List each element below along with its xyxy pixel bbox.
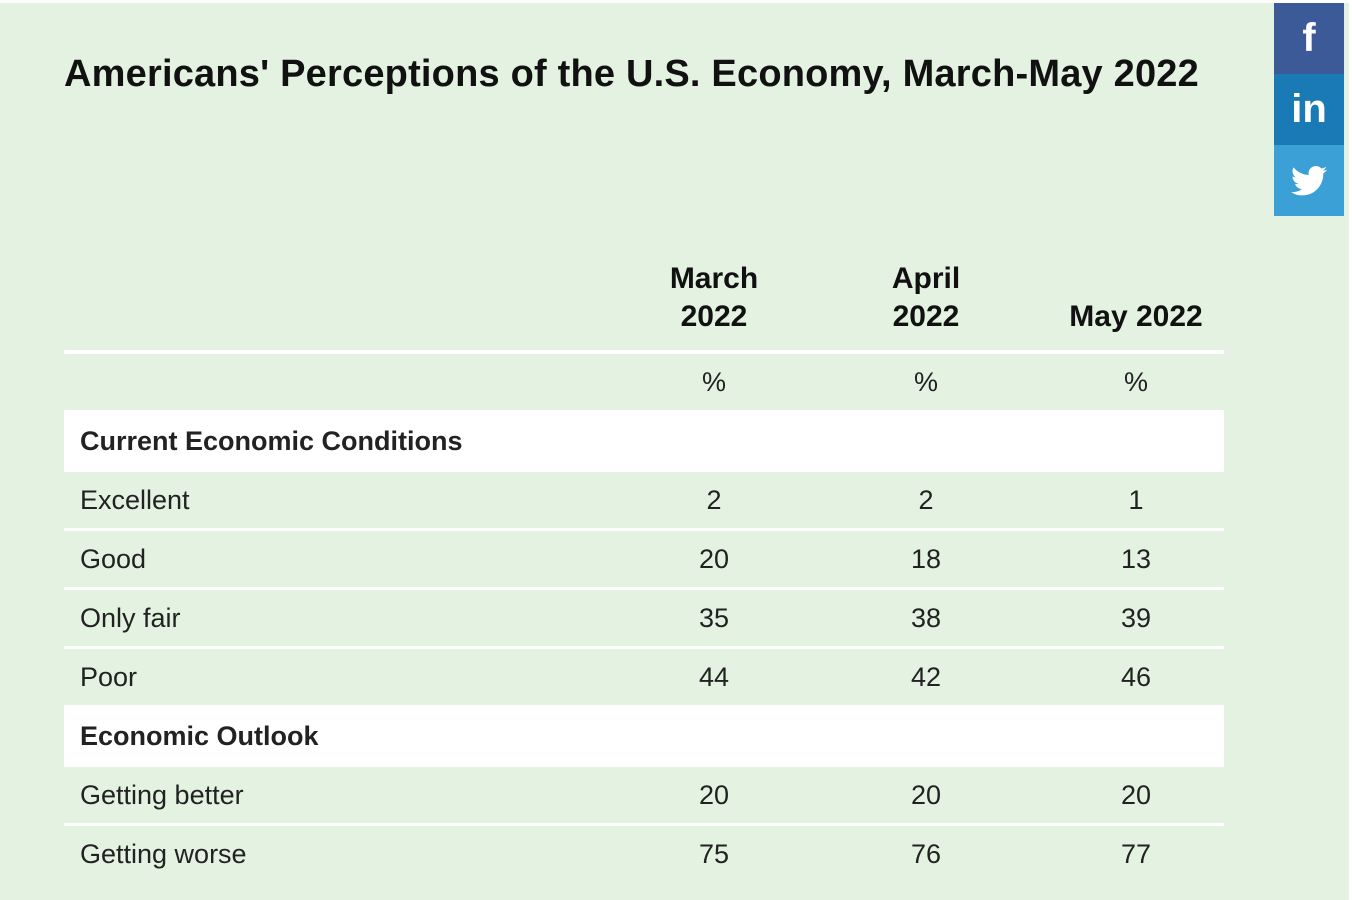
twitter-share-button[interactable] (1274, 145, 1344, 216)
table-cell: 2 (918, 484, 934, 515)
section-heading-label: Current Economic Conditions (80, 425, 463, 456)
row-label: Excellent (80, 484, 190, 515)
table-cell: 76 (910, 838, 942, 869)
table-cell: 13 (1120, 543, 1152, 574)
table-cell: 20 (1120, 779, 1152, 810)
unit-cell: % (701, 366, 726, 397)
page-title: Americans' Perceptions of the U.S. Econo… (64, 53, 1199, 95)
row-label: Poor (80, 661, 138, 692)
section-heading-label: Economic Outlook (80, 720, 319, 751)
table-row: Getting worse 75 76 77 (64, 826, 1224, 882)
row-label: Getting worse (80, 838, 247, 869)
table-cell: 46 (1120, 661, 1152, 692)
section-heading-current-conditions: Current Economic Conditions (64, 410, 1224, 472)
unit-cell: % (1123, 366, 1148, 397)
facebook-share-button[interactable]: f (1274, 3, 1344, 74)
table-cell: 20 (698, 779, 730, 810)
table-cell: 18 (910, 543, 942, 574)
twitter-bird-icon (1291, 165, 1327, 195)
table-row: Poor 44 42 46 (64, 649, 1224, 705)
table-row: Excellent 2 2 1 (64, 472, 1224, 531)
table-cell: 1 (1128, 484, 1144, 515)
table-cell: 2 (706, 484, 722, 515)
table-cell: 75 (698, 838, 730, 869)
row-label: Getting better (80, 779, 244, 810)
section-heading-economic-outlook: Economic Outlook (64, 705, 1224, 767)
table-row: Only fair 35 38 39 (64, 590, 1224, 649)
row-label: Only fair (80, 602, 181, 633)
table-cell: 20 (698, 543, 730, 574)
linkedin-share-button[interactable]: in (1274, 74, 1344, 145)
unit-row: % % % (64, 354, 1224, 410)
table-cell: 38 (910, 602, 942, 633)
table-cell: 42 (910, 661, 942, 692)
table-cell: 20 (910, 779, 942, 810)
linkedin-icon: in (1291, 87, 1327, 131)
social-share-bar: f in (1274, 3, 1344, 216)
table-cell: 35 (698, 602, 730, 633)
unit-cell: % (913, 366, 938, 397)
table-header-row: March 2022 April 2022 May 2022 (64, 250, 1224, 354)
table-cell: 77 (1120, 838, 1152, 869)
column-header-may-2022: May 2022 (1069, 300, 1203, 333)
facebook-icon: f (1302, 16, 1316, 60)
economy-perceptions-table: March 2022 April 2022 May 2022 % % % Cur… (64, 250, 1224, 882)
table-cell: 44 (698, 661, 730, 692)
table-row: Getting better 20 20 20 (64, 767, 1224, 826)
table-row: Good 20 18 13 (64, 531, 1224, 590)
column-header-april-2022: April 2022 (891, 262, 961, 333)
table-cell: 39 (1120, 602, 1152, 633)
row-label: Good (80, 543, 147, 574)
column-header-march-2022: March 2022 (669, 262, 759, 333)
